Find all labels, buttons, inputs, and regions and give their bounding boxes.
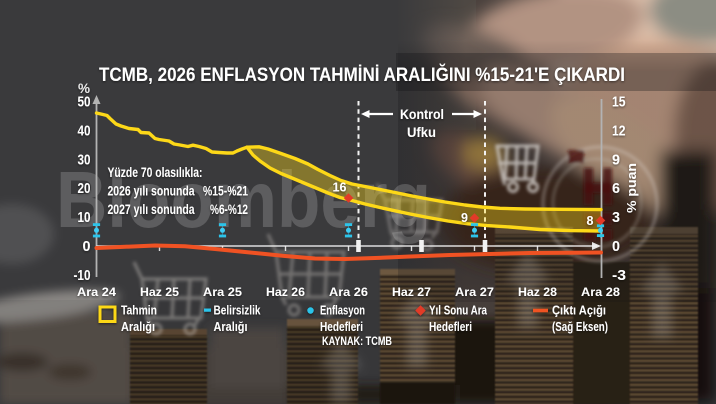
svg-text:8: 8	[587, 214, 594, 228]
svg-text:-10: -10	[74, 268, 91, 284]
svg-text:Haz 25: Haz 25	[140, 285, 179, 299]
svg-text:-3: -3	[612, 268, 626, 284]
svg-text:(Sağ Eksen): (Sağ Eksen)	[552, 319, 608, 334]
svg-text:TCMB, 2026 ENFLASYON TAHMİNİ A: TCMB, 2026 ENFLASYON TAHMİNİ ARALIĞINI %…	[99, 64, 625, 86]
svg-text:Tahmin: Tahmin	[121, 303, 157, 318]
svg-text:Haz 26: Haz 26	[266, 285, 305, 299]
svg-text:Aralığı: Aralığı	[214, 319, 248, 334]
svg-text:Çıktı Açığı: Çıktı Açığı	[552, 303, 606, 318]
svg-text:Belirsizlik: Belirsizlik	[214, 303, 262, 318]
svg-text:Kontrol: Kontrol	[400, 107, 444, 122]
svg-text:Ara 27: Ara 27	[455, 285, 494, 299]
svg-text:50: 50	[78, 95, 91, 111]
svg-text:%6-%12: %6-%12	[210, 202, 248, 217]
svg-text:Enflasyon: Enflasyon	[320, 303, 365, 318]
svg-text:KAYNAK: TCMB: KAYNAK: TCMB	[322, 334, 392, 348]
svg-text:2027 yılı sonunda: 2027 yılı sonunda	[108, 202, 195, 217]
svg-text:Haz 27: Haz 27	[392, 285, 431, 299]
svg-text:30: 30	[78, 152, 91, 168]
svg-text:9: 9	[612, 152, 620, 168]
svg-text:40: 40	[78, 123, 91, 139]
svg-text:9: 9	[461, 211, 468, 225]
svg-text:20: 20	[78, 181, 91, 197]
svg-text:16: 16	[333, 181, 347, 195]
svg-text:Bloomberg: Bloomberg	[56, 155, 431, 244]
svg-text:% puan: % puan	[625, 163, 639, 213]
svg-text:%15-%21: %15-%21	[203, 184, 248, 199]
svg-text:Ara 26: Ara 26	[329, 285, 368, 299]
svg-text:12: 12	[612, 123, 626, 139]
svg-text:Hedefleri: Hedefleri	[320, 319, 363, 334]
svg-text:2026 yılı sonunda: 2026 yılı sonunda	[108, 184, 195, 199]
svg-text:Hedefleri: Hedefleri	[429, 319, 472, 334]
svg-text:Ufku: Ufku	[407, 125, 436, 140]
svg-text:Yıl Sonu Ara: Yıl Sonu Ara	[429, 303, 488, 318]
svg-text:0: 0	[612, 239, 620, 255]
svg-text:Aralığı: Aralığı	[121, 319, 155, 334]
svg-text:10: 10	[78, 210, 91, 226]
svg-text:Ara 24: Ara 24	[77, 285, 116, 299]
svg-text:%: %	[78, 81, 90, 96]
svg-text:Haz 28: Haz 28	[518, 285, 557, 299]
svg-text:Yüzde 70 olasılıkla:: Yüzde 70 olasılıkla:	[108, 165, 203, 180]
svg-text:0: 0	[83, 239, 91, 255]
svg-text:15: 15	[612, 95, 626, 111]
svg-text:Ara 28: Ara 28	[581, 285, 620, 299]
svg-text:Ara 25: Ara 25	[203, 285, 242, 299]
svg-text:3: 3	[612, 210, 620, 226]
svg-text:6: 6	[612, 181, 620, 197]
